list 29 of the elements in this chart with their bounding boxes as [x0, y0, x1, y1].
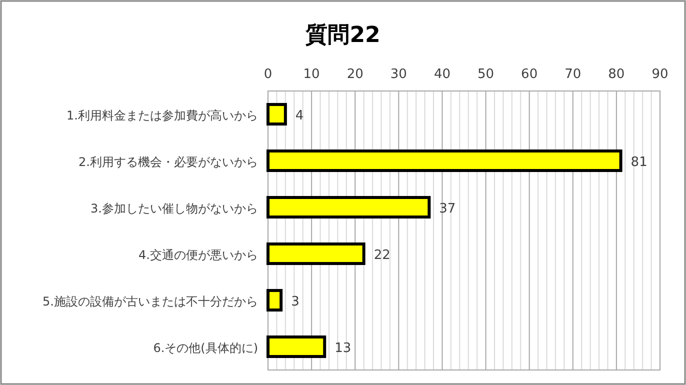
bar [266, 335, 326, 358]
bar [266, 196, 431, 219]
x-tick-label: 10 [303, 67, 320, 82]
x-tick-label: 40 [434, 67, 450, 82]
y-tick-label: 6.その他(具体的に) [153, 340, 258, 355]
bar [266, 288, 283, 312]
x-tick-label: 20 [346, 67, 364, 82]
y-tick-label: 1.利用料金または参加費が高いから [66, 108, 258, 122]
data-label: 4 [295, 108, 304, 124]
y-tick-label: 3.参加したい催し物がないから [90, 201, 258, 216]
data-label: 13 [334, 340, 352, 356]
x-tick-label: 60 [521, 67, 538, 82]
x-tick-label: 90 [652, 67, 668, 82]
chart-title: 質問22 [304, 22, 380, 48]
data-label: 22 [374, 248, 390, 263]
x-tick-label: 0 [264, 67, 272, 82]
data-label: 3 [291, 294, 300, 310]
y-tick-label: 2.利用する機会・必要がないから [78, 154, 258, 169]
y-tick-label: 4.交通の便が悪いから [138, 248, 258, 262]
x-tick-label: 80 [608, 67, 625, 82]
data-label: 37 [439, 201, 456, 216]
bar [266, 242, 366, 266]
x-tick-label: 70 [564, 67, 582, 82]
y-tick-label: 5.施設の設備が古いまたは不十分だから [42, 294, 258, 308]
bar [266, 149, 622, 172]
x-tick-label: 30 [390, 67, 407, 82]
bar [266, 102, 287, 126]
data-label: 81 [630, 154, 648, 170]
x-tick-label: 50 [478, 67, 494, 82]
